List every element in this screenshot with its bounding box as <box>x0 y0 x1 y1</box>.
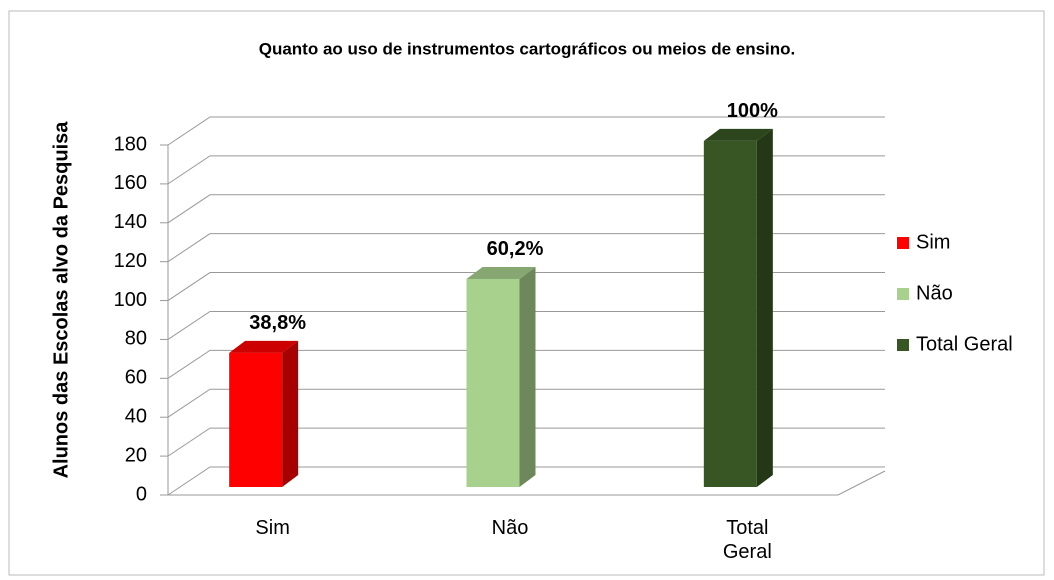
y-tick-label: 140 <box>114 211 147 233</box>
legend-swatch <box>897 237 909 249</box>
legend-swatch <box>897 339 909 351</box>
y-tick-label: 160 <box>114 172 147 194</box>
y-axis-title: Alunos das Escolas alvo da Pesquisa <box>50 121 72 479</box>
grid-line <box>167 272 885 301</box>
data-label: 38,8% <box>249 312 306 334</box>
y-tick-label: 60 <box>125 367 147 389</box>
bar-top <box>466 266 536 279</box>
y-tick-label: 0 <box>136 483 147 505</box>
x-tick-label: Não <box>491 517 529 539</box>
bar-top <box>229 340 299 353</box>
grid-line <box>167 233 885 263</box>
bar <box>466 278 520 487</box>
bar <box>229 352 283 487</box>
grid-line <box>167 310 885 340</box>
bar-side <box>282 340 299 487</box>
bar-side <box>519 266 536 487</box>
bar-top <box>703 128 773 141</box>
legend-swatch <box>897 288 909 300</box>
grid-line <box>167 427 885 457</box>
y-tick-label: 40 <box>125 406 147 428</box>
floor <box>168 470 886 496</box>
legend-label: Não <box>916 282 953 304</box>
grid-line <box>167 388 885 418</box>
y-tick-label: 180 <box>114 133 147 155</box>
data-label: 60,2% <box>487 238 544 260</box>
grid-line <box>167 194 885 224</box>
grid-line <box>167 116 885 146</box>
bar-side <box>756 128 773 487</box>
data-label: 100% <box>727 100 778 122</box>
legend-label: Total Geral <box>916 333 1013 355</box>
x-tick-label: Sim <box>255 517 290 539</box>
y-tick-label: 80 <box>125 328 147 350</box>
bar <box>703 140 757 487</box>
chart-title: Quanto ao uso de instrumentos cartográfi… <box>259 39 796 58</box>
y-tick-label: 120 <box>114 250 147 272</box>
x-tick-label: Total Geral <box>722 517 772 563</box>
grid-line <box>167 155 885 185</box>
grid-line <box>167 349 885 379</box>
legend-label: Sim <box>916 231 950 253</box>
y-tick-label: 20 <box>125 444 147 466</box>
grid-line <box>167 466 885 496</box>
y-tick-label: 100 <box>114 289 147 311</box>
